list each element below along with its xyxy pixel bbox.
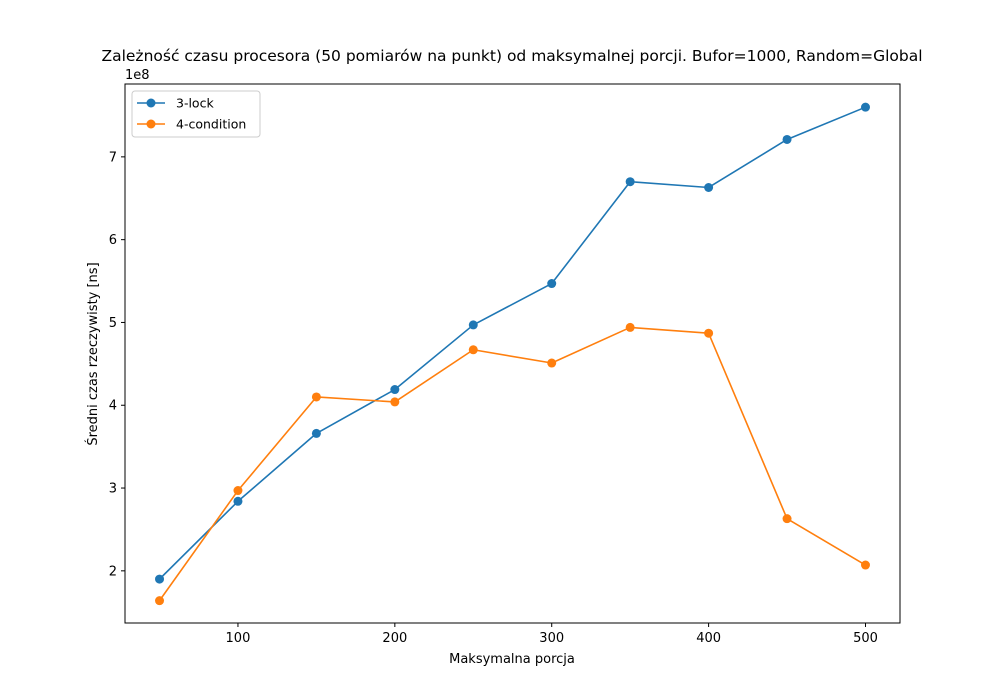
data-point [233, 496, 243, 506]
data-point [547, 358, 557, 368]
y-axis: 2 3 4 5 6 7 [109, 150, 125, 579]
legend-label: 3-lock [176, 96, 214, 111]
legend-entry: 3-lock [137, 96, 214, 111]
data-point [625, 177, 635, 187]
data-point [782, 134, 792, 144]
chart-title: Zależność czasu procesora (50 pomiarów n… [101, 47, 922, 65]
data-point [860, 560, 870, 570]
legend-entry: 4-condition [137, 117, 246, 132]
series-4-condition [155, 322, 870, 606]
legend-marker [146, 98, 156, 108]
data-point [155, 574, 165, 584]
data-point [390, 385, 400, 395]
x-axis: 100 200 300 400 500 [226, 623, 878, 646]
y-axis-label: Średni czas rzeczywisty [ns] [85, 262, 101, 445]
data-point [860, 102, 870, 112]
data-point [547, 279, 557, 289]
data-point [311, 428, 321, 438]
y-tick-label: 6 [109, 233, 117, 248]
data-point [155, 596, 165, 606]
legend-marker [146, 119, 156, 129]
data-point [704, 328, 714, 338]
series-3-lock [155, 102, 870, 584]
series-line [158, 106, 866, 580]
x-tick-label: 300 [539, 631, 564, 646]
plot-area [124, 83, 901, 624]
x-tick-label: 500 [853, 631, 878, 646]
data-point [468, 320, 478, 330]
y-tick-label: 5 [109, 316, 117, 331]
series-line [158, 326, 866, 602]
x-tick-label: 100 [226, 631, 251, 646]
data-point [233, 486, 243, 496]
data-point [704, 182, 714, 192]
y-tick-label: 4 [109, 399, 117, 414]
data-point [625, 322, 635, 332]
data-point [390, 397, 400, 407]
data-point [782, 514, 792, 524]
y-tick-label: 2 [109, 564, 117, 579]
legend-label: 4-condition [176, 117, 246, 132]
data-point [468, 345, 478, 355]
x-tick-label: 200 [382, 631, 407, 646]
y-tick-label: 7 [109, 150, 117, 165]
y-axis-multiplier: 1e8 [125, 68, 150, 83]
series-layer [155, 102, 870, 606]
x-axis-label: Maksymalna porcja [449, 652, 575, 667]
y-tick-label: 3 [109, 482, 117, 497]
x-tick-label: 400 [696, 631, 721, 646]
legend: 3-lock 4-condition [131, 90, 261, 138]
data-point [311, 392, 321, 402]
plot-frame [124, 83, 901, 624]
